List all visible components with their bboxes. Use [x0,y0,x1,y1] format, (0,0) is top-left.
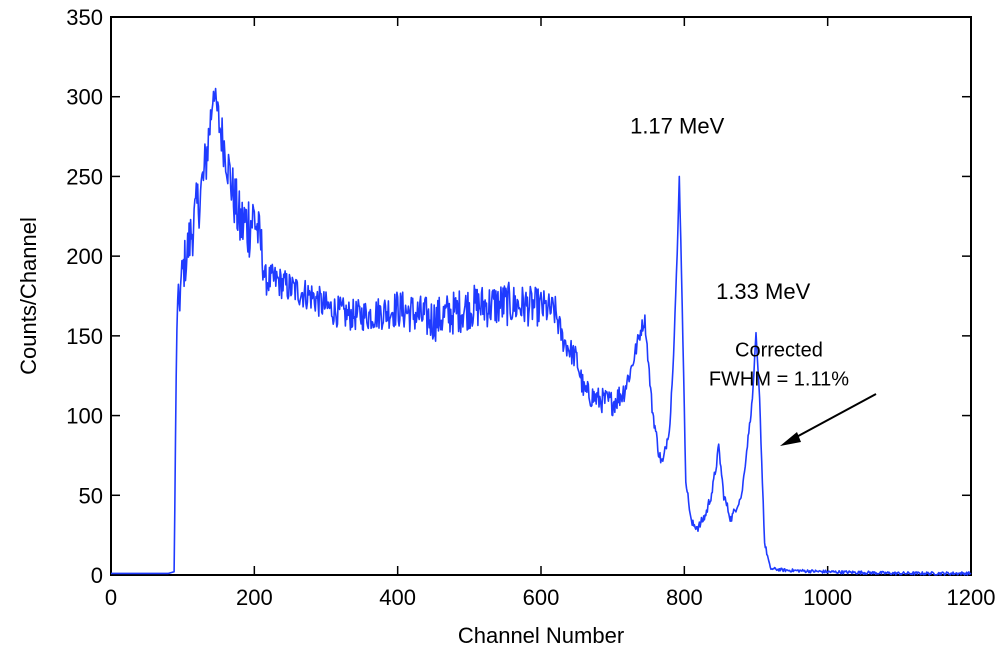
y-tick-label: 150 [66,324,103,349]
spectrum-line [110,87,972,576]
x-tick-label: 1200 [947,585,996,610]
y-tick-label: 0 [91,563,103,588]
y-tick-label: 350 [66,5,103,30]
peak-label-1-33: 1.33 MeV [716,279,810,304]
y-tick-label: 100 [66,404,103,429]
x-tick-label: 1000 [803,585,852,610]
fwhm-label-line2: FWHM = 1.11% [709,368,849,390]
y-tick-label: 300 [66,85,103,110]
x-tick-label: 200 [236,585,273,610]
x-tick-label: 800 [666,585,703,610]
x-axis-title: Channel Number [458,623,624,648]
y-axis-title: Counts/Channel [16,217,41,375]
arrow-head [780,432,801,446]
x-axis: 0 200 400 600 800 1000 1200 [105,17,996,610]
fwhm-label-line1: Corrected [735,340,823,362]
y-tick-label: 50 [79,483,103,508]
peak-label-1-17: 1.17 MeV [630,113,724,138]
y-tick-label: 200 [66,244,103,269]
x-tick-label: 400 [379,585,416,610]
y-axis: 0 50 100 150 200 250 300 350 [66,5,971,588]
annotations: 1.17 MeV 1.33 MeV Corrected FWHM = 1.11% [630,113,877,446]
arrow-line [788,393,877,442]
x-tick-label: 0 [105,585,117,610]
x-tick-label: 600 [523,585,560,610]
y-tick-label: 250 [66,164,103,189]
